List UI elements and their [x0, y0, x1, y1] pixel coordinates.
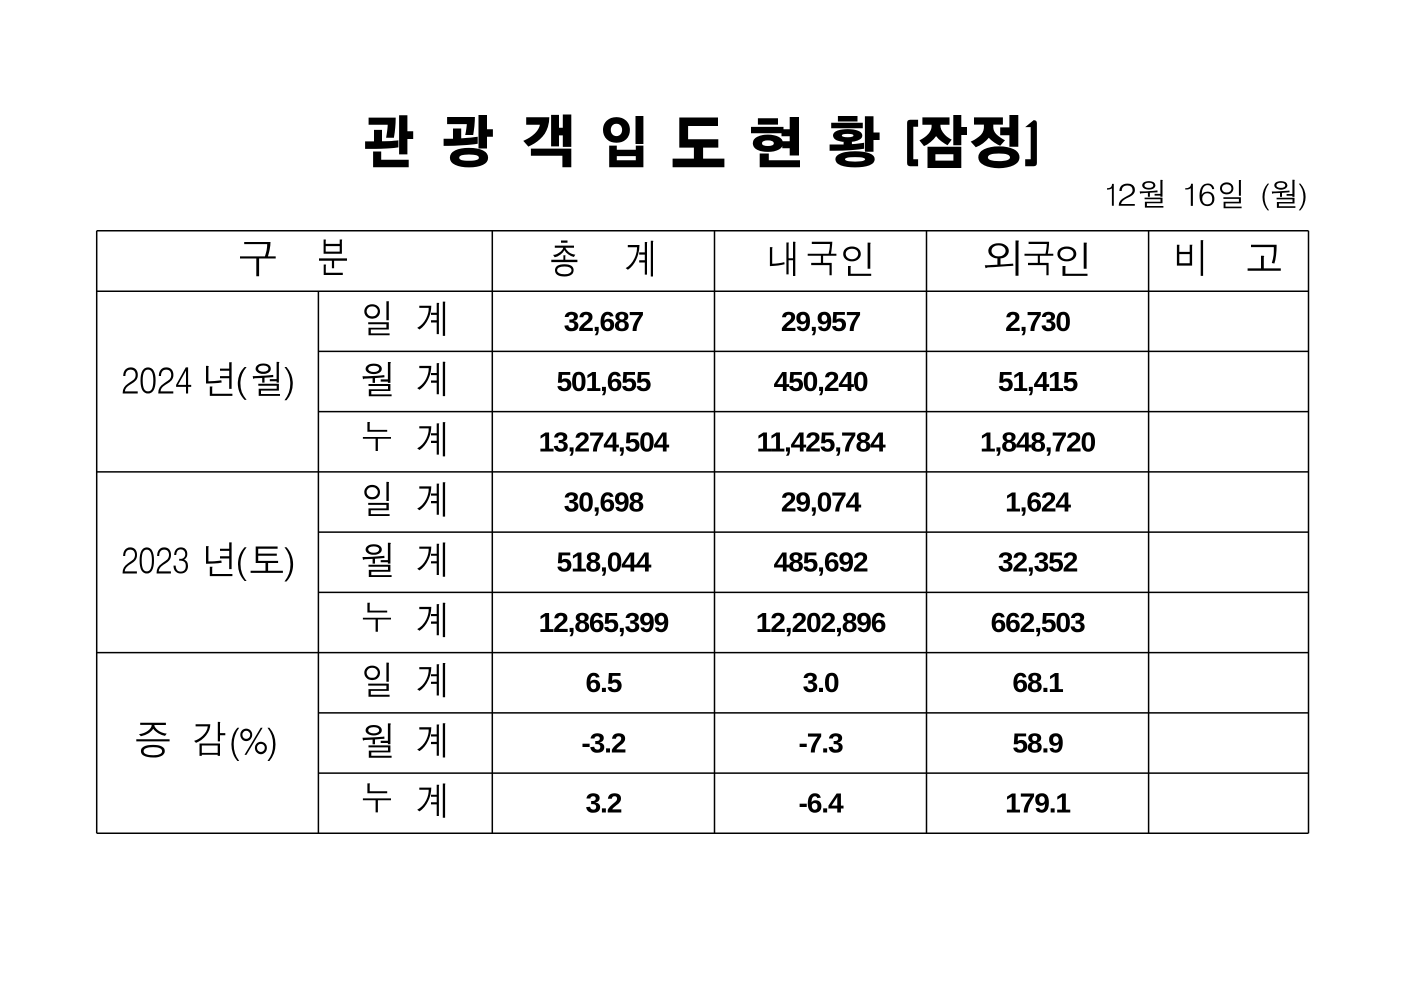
svg-text:179.1: 179.1: [1005, 787, 1070, 819]
svg-text:2,730: 2,730: [1005, 305, 1070, 337]
svg-text:-6.4: -6.4: [799, 787, 844, 819]
svg-text:-7.3: -7.3: [799, 726, 843, 758]
svg-text:13,274,504: 13,274,504: [539, 425, 670, 457]
svg-text:1,624: 1,624: [1005, 486, 1071, 518]
svg-text:450,240: 450,240: [774, 365, 868, 397]
svg-text:32,352: 32,352: [998, 546, 1078, 578]
svg-text:51,415: 51,415: [998, 365, 1078, 397]
svg-text:29,074: 29,074: [781, 486, 862, 518]
svg-text:30,698: 30,698: [564, 486, 644, 518]
svg-text:501,655: 501,655: [556, 365, 650, 397]
svg-text:662,503: 662,503: [991, 606, 1085, 638]
svg-text:3.0: 3.0: [803, 666, 839, 698]
svg-text:29,957: 29,957: [781, 305, 861, 337]
svg-text:58.9: 58.9: [1012, 726, 1063, 758]
svg-text:12,202,896: 12,202,896: [756, 606, 886, 638]
svg-text:11,425,784: 11,425,784: [756, 425, 885, 457]
svg-text:3.2: 3.2: [586, 787, 622, 819]
svg-text:32,687: 32,687: [564, 305, 644, 337]
svg-text:68.1: 68.1: [1012, 666, 1063, 698]
svg-text:-3.2: -3.2: [581, 726, 625, 758]
svg-text:485,692: 485,692: [774, 546, 868, 578]
svg-text:1,848,720: 1,848,720: [980, 425, 1096, 457]
svg-text:6.5: 6.5: [586, 666, 622, 698]
svg-text:518,044: 518,044: [556, 546, 651, 578]
svg-text:12,865,399: 12,865,399: [539, 606, 669, 638]
